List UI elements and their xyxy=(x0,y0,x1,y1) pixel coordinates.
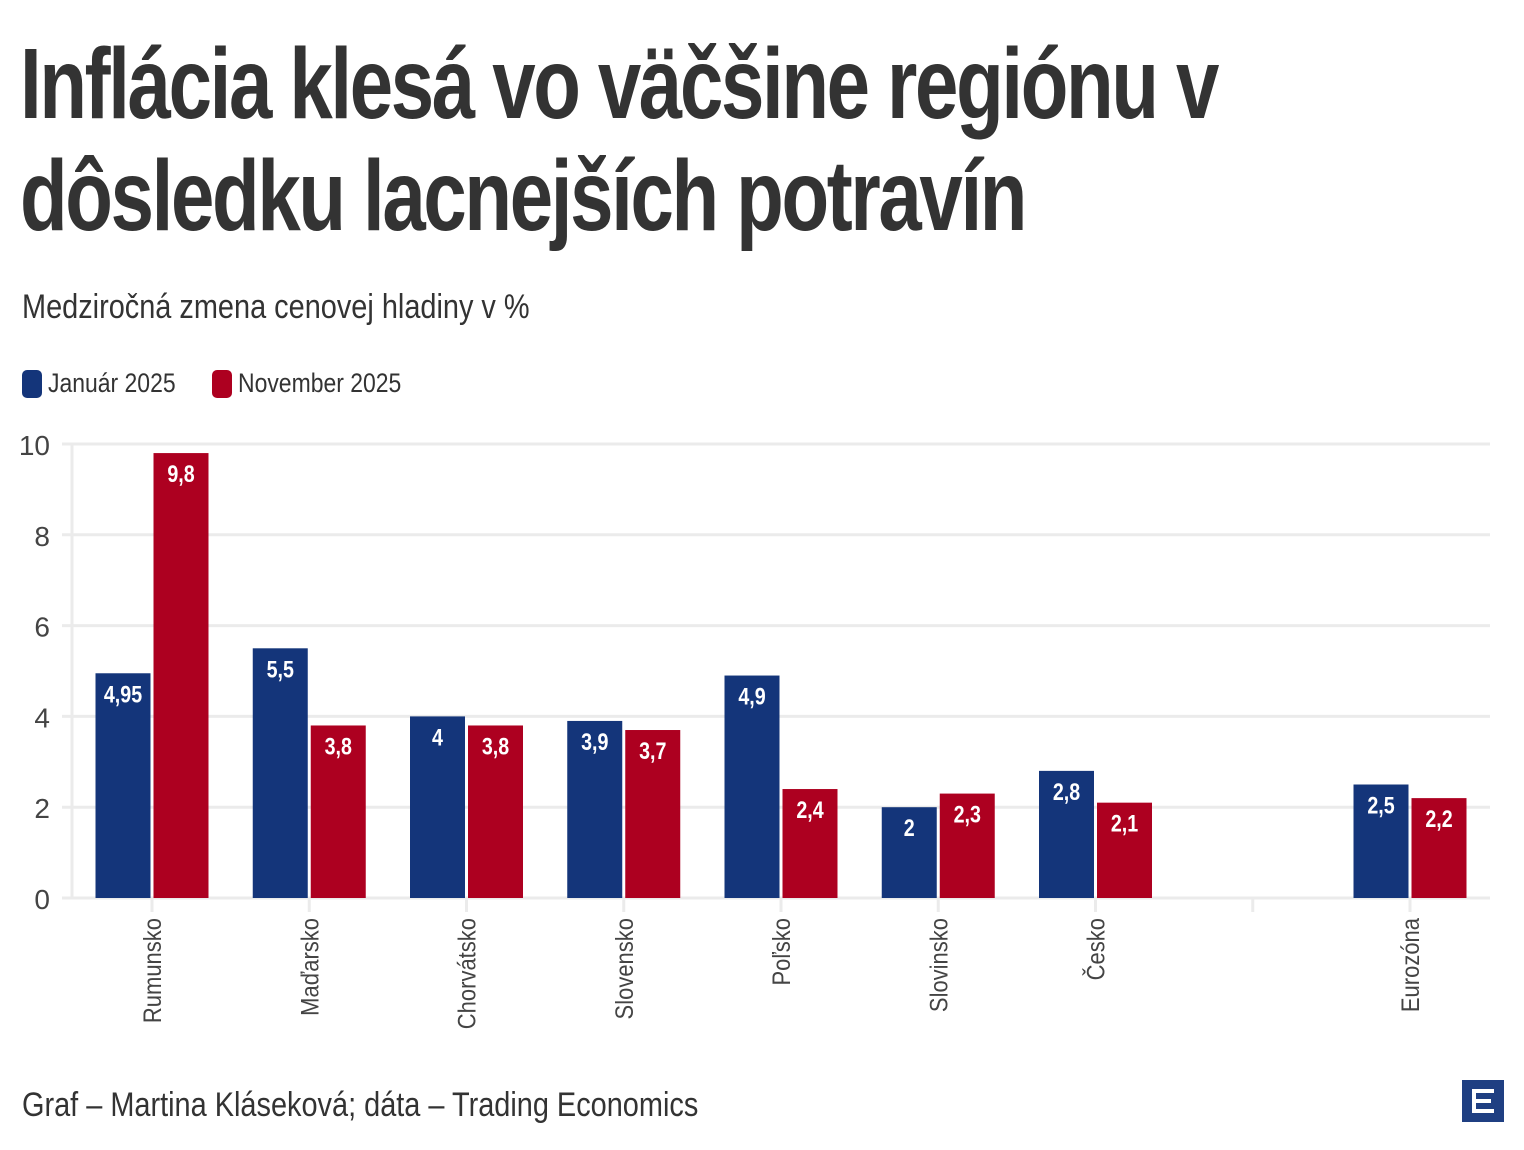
legend: Január 2025 November 2025 xyxy=(22,368,444,399)
y-tick-label: 6 xyxy=(34,612,50,643)
x-tick-label: Rumunsko xyxy=(139,918,167,1023)
data-label: 2,4 xyxy=(796,796,824,823)
x-tick-label: Česko xyxy=(1081,918,1110,980)
y-tick-label: 10 xyxy=(19,430,50,461)
bar-january[interactable] xyxy=(410,716,465,898)
x-axis: Rumunsko Maďarsko Chorvátsko Slovensko Poľsk… xyxy=(139,898,1425,1029)
legend-swatch-january xyxy=(22,369,42,398)
chart-title-line-2: dôsledku lacnejších potravín xyxy=(20,140,1027,252)
bar-january[interactable] xyxy=(881,807,937,898)
legend-swatch-november xyxy=(212,369,233,398)
bars: 4,95 9,8 5,5 3,8 4 3,8 3,9 3,7 4,9 2,4 2 2,3 2,8 2,1 2… xyxy=(95,453,1467,899)
y-tick-label: 2 xyxy=(34,793,50,824)
x-tick-label: Maďarsko xyxy=(296,918,324,1016)
data-label: 4 xyxy=(432,724,444,751)
bar-january[interactable] xyxy=(1039,770,1094,898)
bar-january[interactable] xyxy=(1353,784,1409,899)
legend-label-january: Január 2025 xyxy=(48,368,176,398)
data-label: 3,8 xyxy=(482,733,509,760)
data-label: 4,9 xyxy=(738,683,765,710)
data-label: 2 xyxy=(904,814,915,841)
bar-january[interactable] xyxy=(252,648,308,898)
data-label: 2,3 xyxy=(954,801,981,828)
legend-label-november: November 2025 xyxy=(238,368,402,398)
data-label: 2,1 xyxy=(1111,810,1138,837)
bar-november[interactable] xyxy=(1097,802,1152,898)
x-tick-label: Poľsko xyxy=(768,918,796,986)
chart-subtitle: Medziročná zmena cenovej hladiny v % xyxy=(22,288,530,326)
bar-november[interactable] xyxy=(625,730,681,898)
data-label: 9,8 xyxy=(167,460,194,487)
y-tick-label: 0 xyxy=(34,884,50,915)
y-tick-label: 8 xyxy=(34,521,50,552)
bar-november[interactable] xyxy=(782,789,838,898)
data-label: 2,8 xyxy=(1053,778,1080,805)
y-tick-label: 4 xyxy=(34,702,50,733)
source-credit: Graf – Martina Kláseková; dáta – Trading… xyxy=(22,1086,699,1124)
ce-logo-icon xyxy=(1462,1080,1504,1122)
data-label: 2,2 xyxy=(1425,805,1452,832)
bar-january[interactable] xyxy=(95,673,151,898)
bar-november[interactable] xyxy=(1411,798,1467,898)
data-label: 4,95 xyxy=(104,680,142,707)
legend-item-january[interactable]: Január 2025 xyxy=(22,368,198,399)
bar-november[interactable] xyxy=(153,453,209,898)
data-label: 5,5 xyxy=(267,655,294,682)
data-label: 3,7 xyxy=(639,737,666,764)
x-tick-label: Slovensko xyxy=(610,918,638,1019)
data-label: 3,9 xyxy=(581,728,608,755)
bar-november[interactable] xyxy=(939,793,995,898)
data-label: 3,8 xyxy=(325,733,352,760)
x-tick-label: Eurozóna xyxy=(1397,917,1425,1012)
chart-title-line-1: Inflácia klesá vo väčšine regiónu v xyxy=(20,28,1219,140)
data-label: 2,5 xyxy=(1367,792,1394,819)
bar-january[interactable] xyxy=(724,675,780,898)
chart-title: Inflácia klesá vo väčšine regiónu v dôsl… xyxy=(20,28,1502,252)
x-tick-label: Chorvátsko xyxy=(453,918,481,1029)
x-tick-label: Slovinsko xyxy=(925,918,953,1012)
bar-chart: 0 2 4 6 8 10 4,95 9,8 5,5 3,8 4 3,8 3,9 3,7 4,9 2,4 2 2,… xyxy=(19,430,1490,1029)
bar-january[interactable] xyxy=(567,720,623,898)
bar-november[interactable] xyxy=(310,725,366,898)
y-axis: 0 2 4 6 8 10 xyxy=(19,430,74,915)
legend-item-november[interactable]: November 2025 xyxy=(212,368,430,399)
bar-november[interactable] xyxy=(468,725,523,898)
